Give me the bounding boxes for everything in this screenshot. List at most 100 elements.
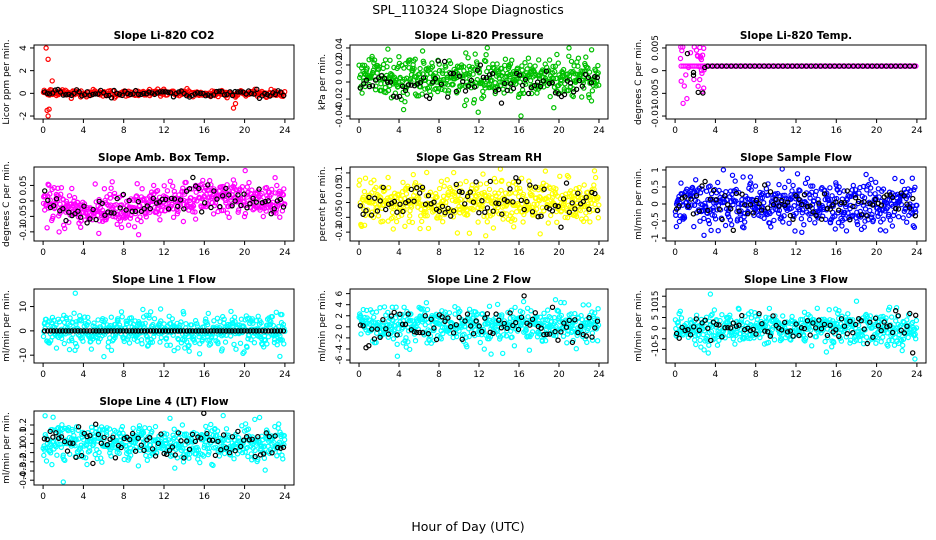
data-point (554, 51, 560, 58)
data-point (693, 341, 699, 348)
data-point (510, 85, 517, 92)
data-point (558, 312, 565, 319)
data-point (397, 201, 403, 207)
data-point (396, 54, 402, 60)
data-point (780, 313, 786, 319)
data-point (712, 216, 719, 222)
data-point (753, 197, 760, 204)
data-point (547, 93, 553, 100)
data-point (518, 314, 525, 320)
data-point (423, 193, 429, 199)
data-point (389, 209, 396, 216)
data-point (267, 321, 274, 328)
data-point (78, 318, 85, 324)
data-point (53, 322, 59, 328)
x-tick-label: 0 (40, 126, 46, 136)
data-point (416, 195, 422, 201)
data-point (687, 332, 694, 338)
data-point (71, 90, 77, 97)
data-point (580, 80, 587, 86)
data-point (154, 187, 161, 194)
data-point (397, 331, 403, 338)
data-point (448, 324, 454, 330)
data-point (480, 171, 486, 177)
x-tick-label: 8 (436, 370, 442, 380)
data-point (242, 210, 249, 217)
data-point (373, 184, 379, 191)
data-point (580, 302, 586, 308)
data-point (561, 320, 567, 326)
data-point (189, 328, 196, 334)
data-point (697, 337, 703, 343)
data-point (748, 315, 755, 321)
data-point (696, 208, 702, 214)
data-point (211, 188, 217, 194)
data-point (729, 172, 736, 178)
data-point (247, 328, 253, 334)
data-point (594, 316, 601, 322)
y-tick-label: 1 (651, 167, 661, 173)
data-point (272, 174, 278, 181)
data-point (543, 68, 550, 75)
data-point (537, 331, 544, 337)
data-point (592, 310, 598, 316)
data-point (277, 196, 283, 203)
x-tick-label: 16 (831, 126, 843, 136)
data-point (389, 193, 395, 200)
data-point (174, 203, 181, 210)
panel-3: Slope Li-820 Temp.degrees C per min.0 4 8 1… (634, 30, 927, 136)
data-point (396, 191, 402, 197)
data-point (230, 105, 237, 111)
data-point (439, 68, 445, 74)
data-point (385, 46, 391, 52)
data-point (545, 220, 552, 226)
data-point (366, 343, 372, 349)
data-point (584, 339, 590, 346)
data-point (120, 328, 126, 334)
data-point (804, 175, 811, 182)
data-point (208, 204, 214, 211)
x-tick-label: 20 (553, 248, 565, 258)
data-point (369, 56, 375, 62)
data-point (463, 97, 470, 103)
data-point (520, 298, 527, 305)
data-point (390, 214, 396, 221)
data-point (868, 176, 874, 183)
data-point (408, 311, 414, 317)
data-point (560, 333, 567, 339)
data-point (508, 81, 514, 87)
data-point (582, 71, 589, 78)
data-point (220, 207, 227, 213)
data-point (433, 336, 440, 343)
data-point (886, 337, 892, 344)
data-point (517, 185, 523, 192)
data-point (358, 331, 364, 337)
data-point (676, 218, 683, 225)
data-point (41, 328, 48, 334)
data-point (207, 341, 214, 347)
data-point (77, 224, 84, 230)
data-point (513, 81, 519, 87)
data-point (147, 309, 154, 315)
data-point (46, 91, 53, 97)
data-point (133, 193, 140, 199)
data-point (761, 199, 767, 206)
data-point (77, 214, 84, 220)
data-point (407, 346, 413, 353)
data-point (507, 310, 513, 316)
figure-title: SPL_110324 Slope Diagnostics (372, 2, 564, 17)
data-point (908, 187, 914, 194)
data-point (114, 316, 121, 322)
data-point (693, 177, 699, 183)
data-point (165, 328, 172, 334)
y-tick-label: 2 (19, 68, 29, 74)
data-point (708, 328, 715, 335)
data-point (518, 197, 525, 203)
data-point (832, 213, 838, 219)
data-point (414, 184, 420, 191)
data-point (88, 346, 95, 352)
data-point (521, 211, 527, 218)
y-tick-label: 0 (335, 324, 345, 330)
